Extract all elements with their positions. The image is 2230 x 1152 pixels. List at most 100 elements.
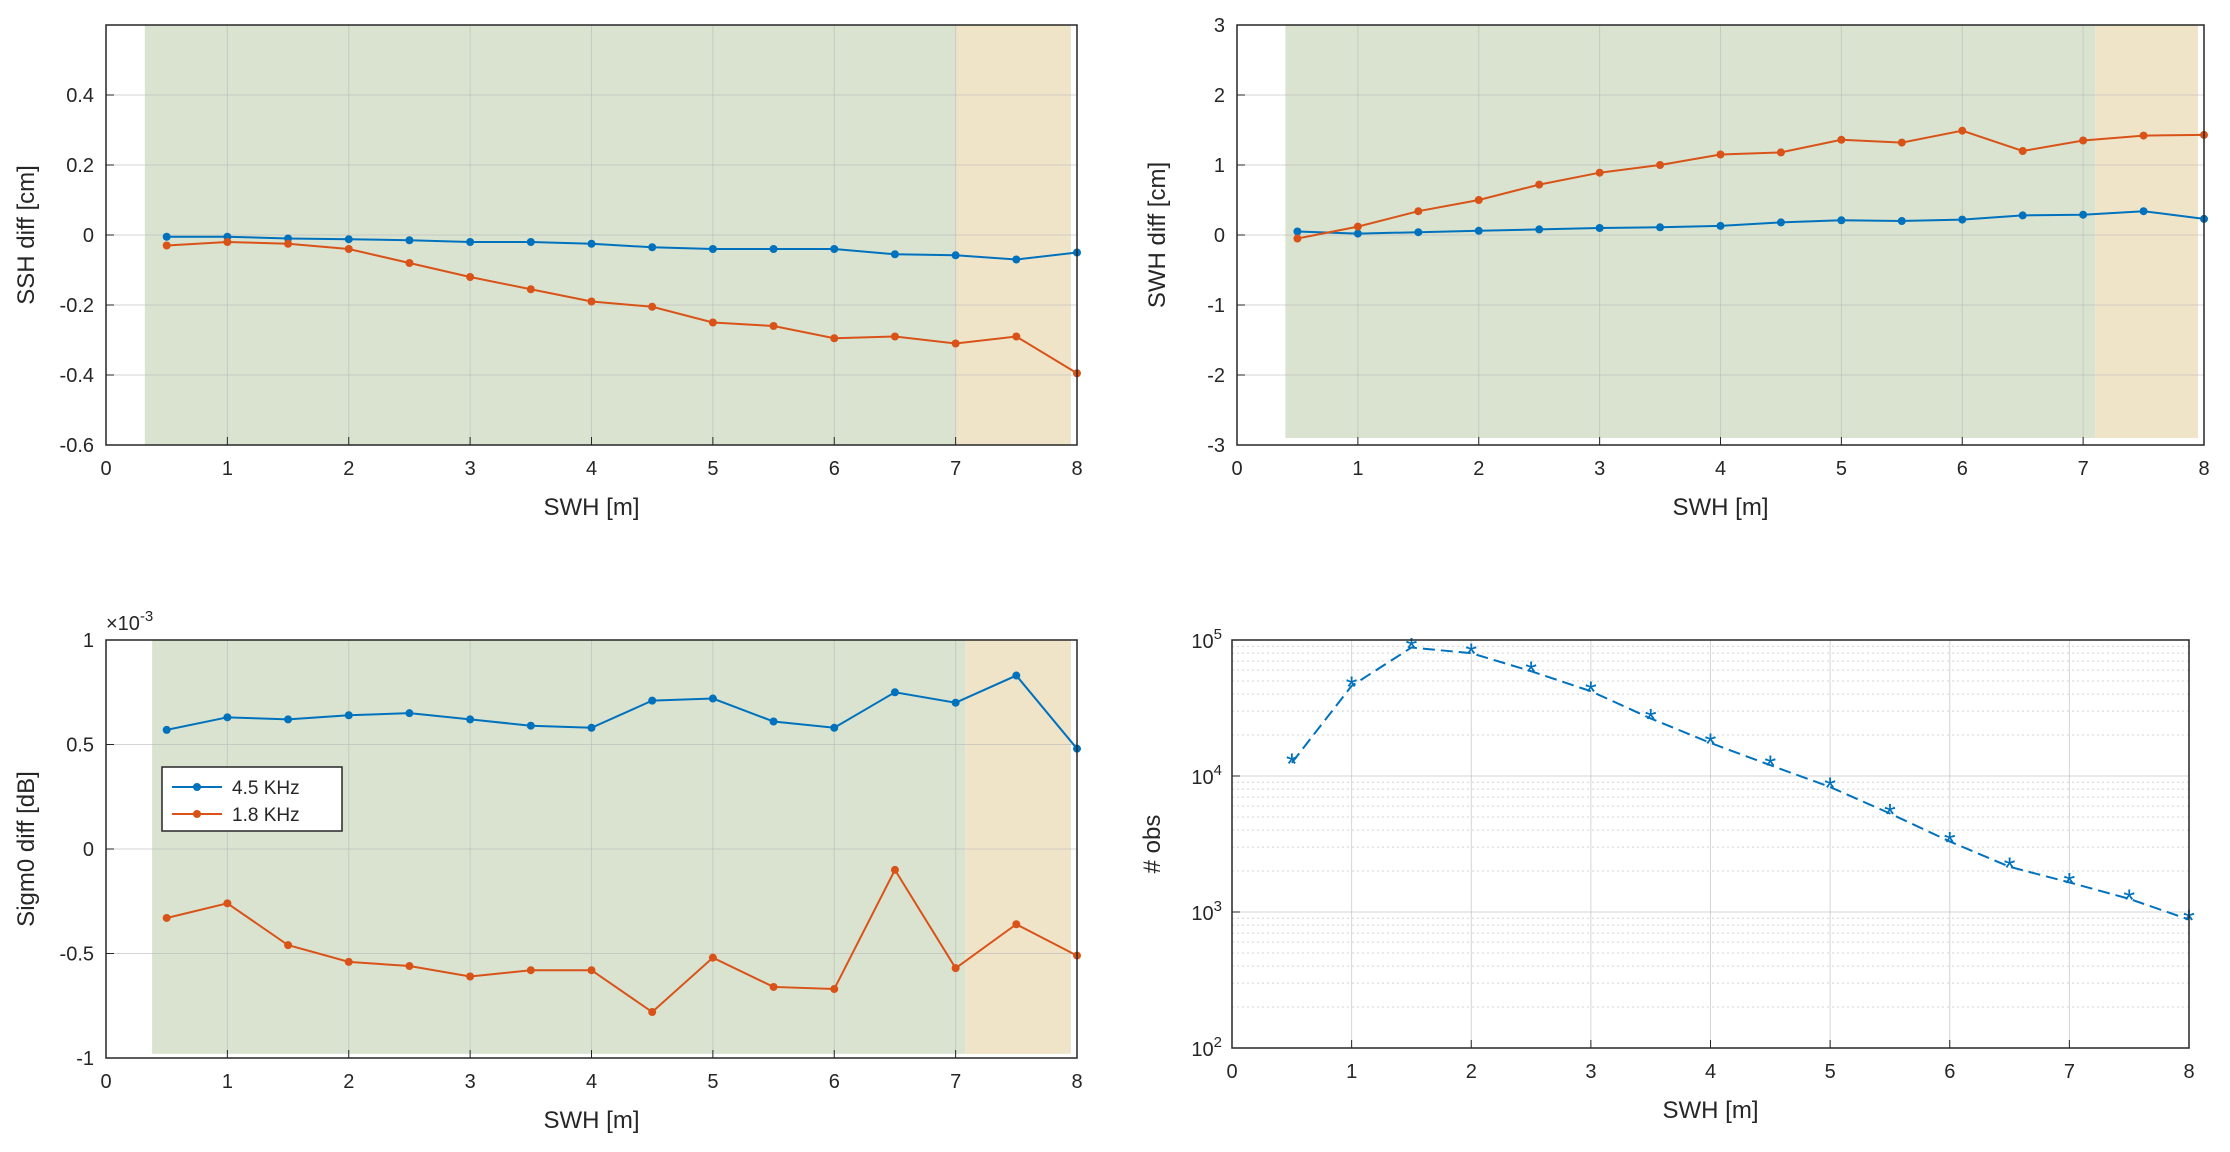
data-point: * bbox=[1286, 748, 1298, 781]
data-point bbox=[223, 713, 232, 722]
data-point bbox=[1012, 671, 1021, 680]
x-tick-label: 3 bbox=[465, 458, 476, 480]
series-line bbox=[1297, 129, 2205, 240]
data-point bbox=[223, 238, 232, 246]
data-point: * bbox=[1525, 656, 1537, 689]
y-tick-label: 102 bbox=[1191, 1034, 1222, 1061]
data-point bbox=[1716, 150, 1725, 159]
chart-swh-diff: 0 1 2 3 4 5 6 7 8 -3 -2 -1 0 1 2 3 SWH [m] SWH diff [cm] bbox=[1144, 15, 2210, 521]
y-tick-label: 105 bbox=[1191, 626, 1222, 653]
data-point bbox=[648, 696, 657, 705]
data-point: * bbox=[1944, 826, 1956, 859]
data-point bbox=[1535, 225, 1544, 234]
y-tick-label: 0 bbox=[83, 839, 94, 861]
legend: 4.5 KHz 1.8 KHz bbox=[161, 766, 343, 832]
x-tick-label: 7 bbox=[950, 1071, 961, 1093]
grid bbox=[1231, 639, 2190, 1049]
data-point bbox=[830, 245, 839, 253]
x-tick-label: 4 bbox=[586, 458, 597, 480]
data-point bbox=[951, 251, 960, 260]
data-point bbox=[1293, 234, 1302, 243]
data-point bbox=[1414, 207, 1423, 216]
data-point bbox=[1353, 229, 1362, 238]
legend-label: 4.5 KHz bbox=[232, 778, 300, 799]
x-tick-label: 3 bbox=[1594, 458, 1605, 480]
data-point bbox=[2079, 136, 2088, 145]
data-point bbox=[162, 241, 171, 250]
data-point: * bbox=[1406, 633, 1418, 666]
series-1-8-khz bbox=[162, 865, 1081, 1017]
data-point bbox=[284, 239, 293, 248]
data-point bbox=[1897, 217, 1906, 225]
x-tick-label: 6 bbox=[829, 458, 840, 480]
data-point bbox=[769, 982, 778, 991]
data-point bbox=[1012, 332, 1021, 341]
data-point bbox=[587, 297, 596, 306]
series-line bbox=[1291, 646, 2190, 921]
y-tick-label: -3 bbox=[1207, 435, 1225, 457]
data-point bbox=[890, 865, 899, 874]
y-axis-label: Sigm0 diff [dB] bbox=[13, 771, 40, 927]
data-point bbox=[648, 1008, 657, 1017]
data-point bbox=[769, 245, 778, 253]
series-obs: *** ********** * ** bbox=[1286, 633, 2195, 938]
y-tick-label: 104 bbox=[1191, 762, 1222, 789]
data-point bbox=[1293, 227, 1302, 236]
data-point bbox=[769, 717, 778, 726]
x-tick-label: 1 bbox=[222, 1071, 233, 1093]
data-point bbox=[223, 899, 232, 908]
data-point: * bbox=[1585, 676, 1597, 709]
series-line bbox=[166, 867, 1078, 1014]
data-point bbox=[1656, 161, 1665, 169]
data-point bbox=[526, 721, 535, 730]
x-tick-label: 6 bbox=[1944, 1061, 1955, 1083]
x-tick-label: 2 bbox=[343, 458, 354, 480]
data-point bbox=[1776, 148, 1785, 157]
data-point bbox=[769, 322, 778, 330]
legend-marker bbox=[193, 783, 201, 791]
x-tick-label: 6 bbox=[829, 1071, 840, 1093]
data-point bbox=[162, 725, 171, 734]
x-tick-label: 4 bbox=[586, 1071, 597, 1093]
x-tick-label: 4 bbox=[1705, 1061, 1716, 1083]
x-tick-label: 8 bbox=[1071, 458, 1082, 480]
shaded-region-valid bbox=[152, 640, 966, 1054]
data-point: * bbox=[1824, 772, 1836, 805]
legend-label: 1.8 KHz bbox=[232, 805, 300, 826]
data-point bbox=[344, 245, 353, 253]
x-tick-label: 2 bbox=[343, 1071, 354, 1093]
data-point bbox=[890, 250, 899, 259]
data-point: * bbox=[2123, 884, 2135, 917]
y-tick-label: -1 bbox=[76, 1048, 94, 1070]
x-tick-label: 8 bbox=[1071, 1071, 1082, 1093]
data-point bbox=[1716, 221, 1725, 230]
y-tick-label: 0.5 bbox=[66, 735, 94, 757]
data-point: * bbox=[1465, 638, 1477, 671]
data-point bbox=[1837, 135, 1846, 144]
series-1-8-khz bbox=[1293, 126, 2208, 243]
x-tick-label: 3 bbox=[1585, 1061, 1596, 1083]
data-point bbox=[405, 962, 414, 971]
series-line bbox=[166, 674, 1078, 750]
data-point bbox=[830, 985, 839, 994]
data-point bbox=[1414, 228, 1423, 237]
shaded-region-extreme bbox=[2095, 25, 2198, 438]
data-point bbox=[1012, 920, 1021, 929]
series-line bbox=[1297, 210, 2205, 235]
x-tick-label: 2 bbox=[1473, 458, 1484, 480]
y-exponent-label: ×10-3 bbox=[106, 608, 153, 635]
data-point bbox=[890, 688, 899, 697]
data-point bbox=[284, 941, 293, 950]
x-tick-label: 2 bbox=[1466, 1061, 1477, 1083]
y-tick-label: 1 bbox=[83, 630, 94, 652]
data-point bbox=[648, 243, 657, 252]
series-line bbox=[166, 235, 1078, 261]
data-point bbox=[830, 334, 839, 343]
data-point bbox=[162, 232, 171, 241]
chart-obs-count: *** ********** * **0 1 2 3 4 5 6 7 8102103104105SWH… bbox=[1139, 626, 2195, 1124]
data-point bbox=[1474, 196, 1483, 204]
data-point bbox=[2018, 211, 2027, 220]
x-tick-label: 0 bbox=[100, 1071, 111, 1093]
data-point bbox=[1474, 226, 1483, 235]
